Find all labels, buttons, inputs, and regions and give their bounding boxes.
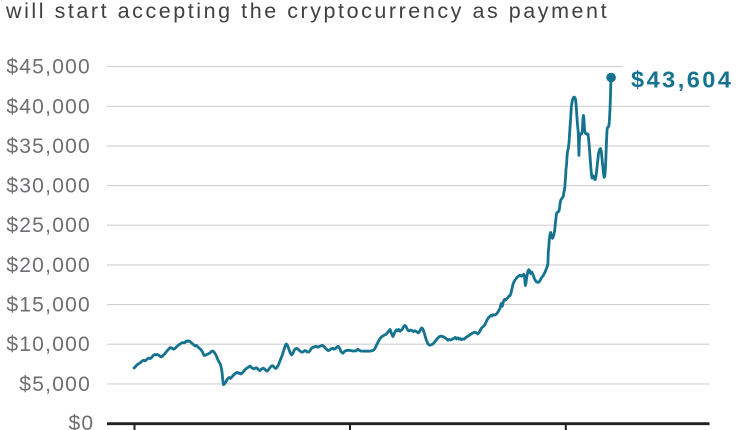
svg-text:$35,000: $35,000 (6, 135, 91, 158)
svg-text:$10,000: $10,000 (6, 333, 91, 356)
svg-text:$15,000: $15,000 (6, 294, 91, 317)
svg-text:$5,000: $5,000 (19, 373, 91, 396)
svg-text:$20,000: $20,000 (6, 254, 91, 277)
svg-text:$30,000: $30,000 (6, 175, 91, 198)
svg-text:will start accepting the crypt: will start accepting the cryptocurrency … (5, 0, 609, 23)
svg-text:$0: $0 (68, 412, 94, 430)
svg-text:$25,000: $25,000 (6, 214, 91, 237)
svg-text:$45,000: $45,000 (6, 56, 91, 79)
svg-text:$40,000: $40,000 (6, 95, 91, 118)
svg-text:$43,604: $43,604 (631, 67, 733, 93)
